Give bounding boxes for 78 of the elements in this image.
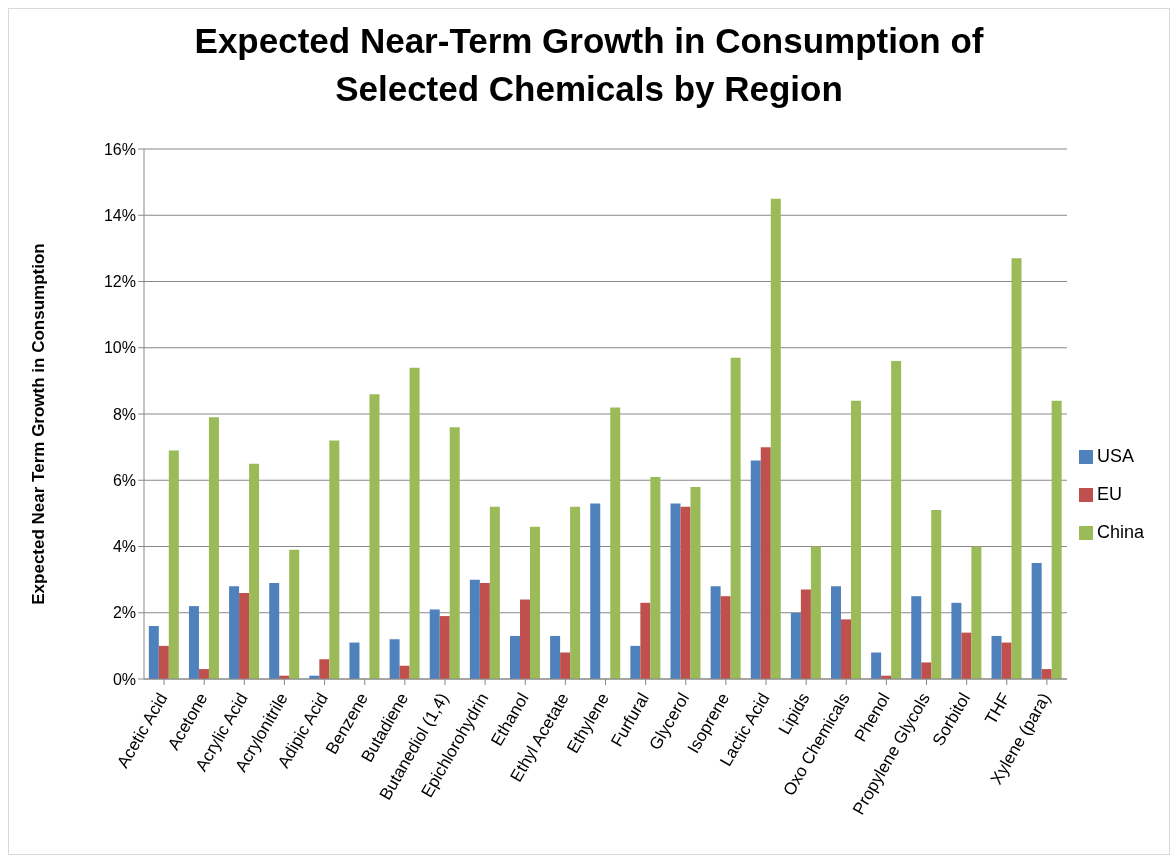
bar [800, 589, 811, 679]
bar [1041, 669, 1052, 679]
bar [479, 582, 490, 679]
bar [329, 440, 340, 679]
bar [289, 549, 300, 679]
bar [229, 586, 240, 679]
bar [810, 546, 821, 679]
chart-title: Expected Near-Term Growth in Consumption of Selected Chemicals by Region [193, 20, 985, 110]
y-tick-label: 10% [103, 339, 136, 357]
bar [158, 645, 169, 679]
bar [770, 198, 781, 679]
bar [610, 407, 621, 679]
bar [188, 606, 199, 679]
bar [560, 652, 571, 679]
y-tick-label: 16% [103, 140, 136, 158]
y-tick-label: 2% [112, 604, 136, 622]
legend-label: USA [1096, 446, 1134, 466]
bar [1001, 642, 1012, 679]
y-tick-label: 6% [112, 471, 136, 489]
legend-label: China [1096, 522, 1144, 542]
bar [911, 596, 922, 679]
y-tick-label: 0% [112, 670, 136, 688]
bar [148, 626, 159, 679]
bar [710, 586, 721, 679]
bar [349, 642, 360, 679]
bar [439, 616, 450, 679]
bar [991, 635, 1002, 679]
bar [489, 506, 500, 679]
bar [871, 652, 882, 679]
bar [790, 612, 801, 679]
bar [319, 659, 330, 679]
bar [239, 592, 250, 679]
bar [269, 582, 280, 679]
bar [650, 476, 661, 679]
bar [198, 669, 209, 679]
bar [831, 586, 842, 679]
bar [851, 400, 862, 679]
bar [670, 503, 681, 679]
bar [429, 609, 440, 679]
y-tick-label: 8% [112, 405, 136, 423]
y-tick-label: 14% [103, 206, 136, 224]
bar [389, 639, 400, 679]
bar [449, 427, 460, 679]
bar [208, 417, 219, 679]
bar [1031, 563, 1042, 679]
bar [550, 635, 561, 679]
bar [760, 447, 771, 679]
bar [720, 596, 731, 679]
y-axis-title: Expected Near Term Growth in Consumption [29, 243, 49, 605]
bar [640, 602, 651, 679]
bar [509, 635, 520, 679]
bar [399, 665, 410, 679]
bar [841, 619, 852, 679]
bar [1051, 400, 1062, 679]
bar [961, 632, 972, 679]
bar [921, 662, 932, 679]
bar [409, 367, 420, 679]
y-tick-label: 4% [112, 538, 136, 556]
bar [730, 357, 741, 679]
y-tick-label: 12% [103, 273, 136, 291]
bar [891, 361, 902, 679]
bar [570, 506, 581, 679]
bar [590, 503, 601, 679]
bar [680, 506, 691, 679]
bar [630, 645, 641, 679]
bar [750, 460, 761, 679]
bar [931, 510, 942, 679]
bar [1011, 258, 1022, 679]
bar [519, 599, 530, 679]
bar [951, 602, 962, 679]
bar [168, 450, 179, 679]
bar [469, 579, 480, 679]
bar [971, 546, 982, 679]
bar [690, 486, 701, 679]
bar [369, 394, 380, 679]
bar [529, 526, 540, 679]
legend-label: EU [1096, 484, 1122, 504]
bar [249, 463, 260, 679]
